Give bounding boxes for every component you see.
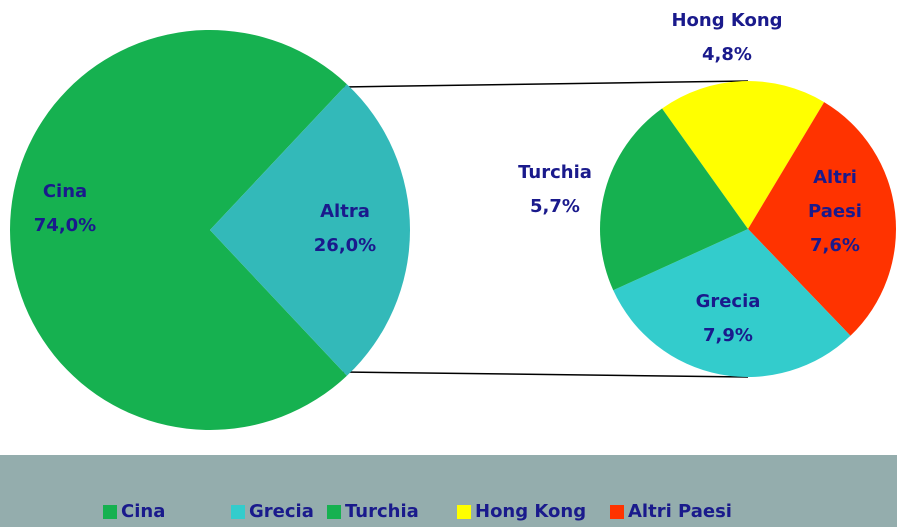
connector (342, 371, 749, 378)
pie-slice (662, 81, 825, 229)
legend-swatch (327, 505, 341, 519)
pie-slice (600, 108, 748, 291)
legend-label: Hong Kong (475, 501, 586, 522)
legend-band (0, 455, 897, 527)
connector (342, 80, 749, 88)
pie-slice (210, 84, 410, 376)
slice-value-label: 7,6% (810, 235, 860, 256)
slice-label: Cina (43, 181, 87, 202)
slice-label: Turchia (518, 162, 592, 183)
pie-slice (748, 102, 897, 336)
slice-value-label: 74,0% (34, 215, 96, 236)
slice-value-label: 5,7% (530, 196, 580, 217)
slice-label: Altra (320, 201, 370, 222)
legend-label: Cina (121, 501, 165, 522)
slice-label: Hong Kong (671, 10, 782, 31)
legend-label: Grecia (249, 501, 314, 522)
legend-swatch (231, 505, 245, 519)
legend-swatch (457, 505, 471, 519)
pie-slice (9, 29, 347, 431)
pie-slice (613, 229, 851, 378)
legend-label: Altri Paesi (628, 501, 732, 522)
slice-value-label: 4,8% (702, 44, 752, 65)
legend-swatch (610, 505, 624, 519)
slice-value-label: 26,0% (314, 235, 376, 256)
slice-label: Grecia (696, 291, 761, 312)
slice-value-label: 7,9% (703, 325, 753, 346)
legend-label: Turchia (345, 501, 419, 522)
slice-label: Altri Paesi (808, 167, 862, 222)
legend-swatch (103, 505, 117, 519)
